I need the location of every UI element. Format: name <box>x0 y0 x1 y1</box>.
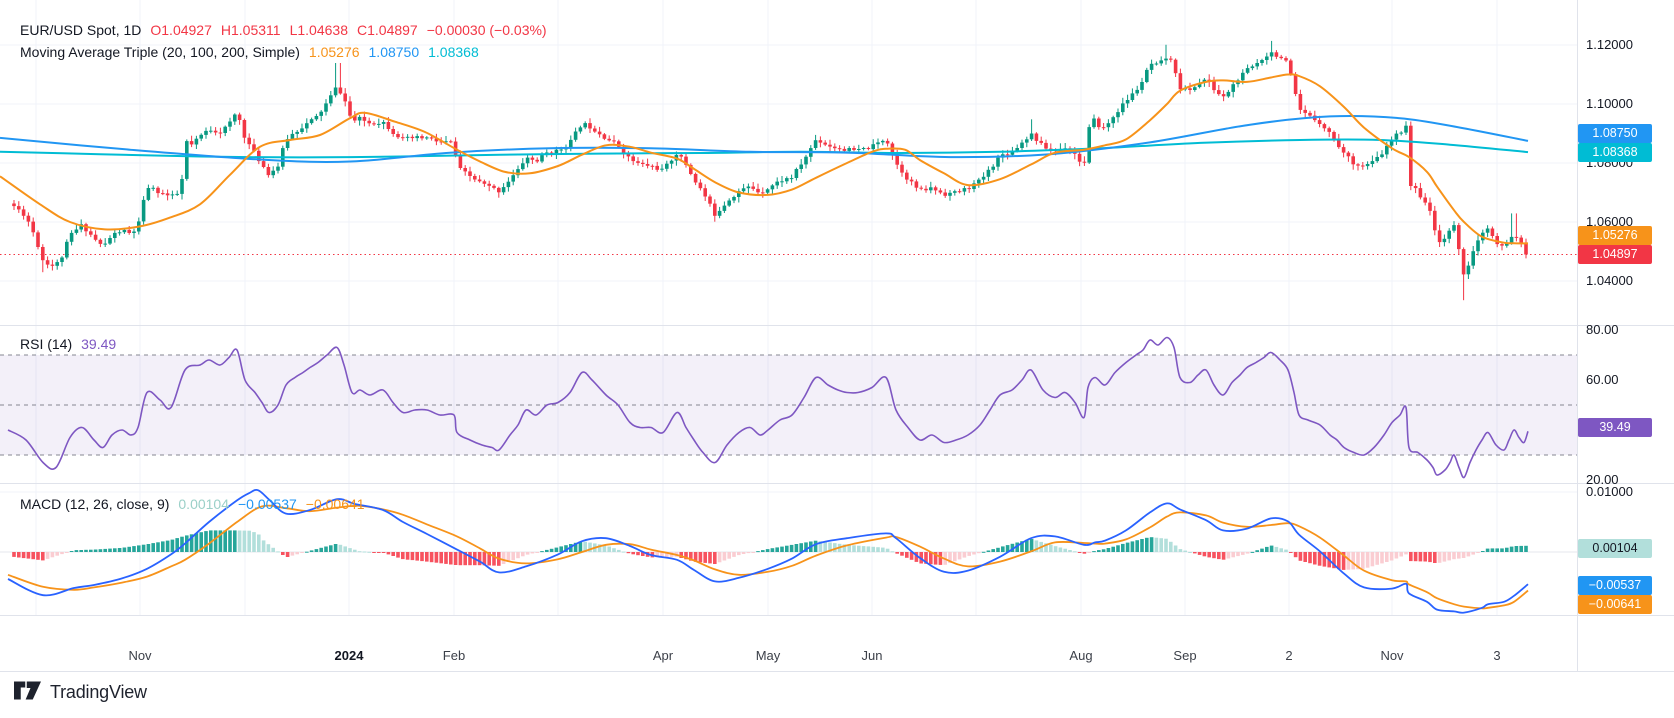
ma20-value: 1.05276 <box>308 44 360 60</box>
macd-line-value: −0.00537 <box>238 496 297 512</box>
price-tick-label: 1.06000 <box>1586 214 1633 229</box>
ohlc-close-value: 1.04897 <box>367 22 418 38</box>
macd-signal-value: −0.00641 <box>305 496 365 512</box>
ohlc-high-label: H <box>220 22 231 38</box>
ma-legend[interactable]: Moving Average Triple (20, 100, 200, Sim… <box>20 44 479 60</box>
time-axis-label: Nov <box>128 648 152 663</box>
ohlc-close-label: C <box>356 22 368 38</box>
macd-hist-value: 0.00104 <box>178 496 229 512</box>
time-axis-label: Aug <box>1069 648 1093 663</box>
change-value: −0.00030 (−0.03%) <box>426 22 547 38</box>
ohlc-open-value: 1.04927 <box>161 22 212 38</box>
macd-hist-badge: 0.00104 <box>1578 538 1652 558</box>
tradingview-logo-icon <box>14 681 41 700</box>
ma200-price-badge: 1.08368 <box>1578 142 1652 162</box>
tradingview-branding[interactable]: TradingView <box>14 681 147 703</box>
tradingview-logo-text: TradingView <box>50 681 147 702</box>
ohlc-low-value: 1.04638 <box>297 22 348 38</box>
ma-legend-title[interactable]: Moving Average Triple (20, 100, 200, Sim… <box>20 44 300 60</box>
ma20-price-badge: 1.05276 <box>1578 225 1652 245</box>
macd-tick-label: 0.01000 <box>1586 484 1633 499</box>
ohlc-high-value: 1.05311 <box>231 22 281 38</box>
rsi-tick-label: 20.00 <box>1586 472 1619 487</box>
rsi-tick-label: 80.00 <box>1586 322 1619 337</box>
macd-signal-badge: −0.00641 <box>1578 594 1652 614</box>
time-axis-label: Nov <box>1380 648 1404 663</box>
time-axis-label: May <box>755 648 781 663</box>
time-axis-label: Jun <box>861 648 883 663</box>
rsi-tick-label: 60.00 <box>1586 372 1619 387</box>
ma100-price-badge: 1.08750 <box>1578 123 1652 143</box>
last-price-badge: 1.04897 <box>1578 244 1652 264</box>
ohlc-low-label: L <box>289 22 298 38</box>
time-axis-label: Sep <box>1173 648 1197 663</box>
price-tick-label: 1.04000 <box>1586 273 1633 288</box>
time-axis-label: 2 <box>1285 648 1293 663</box>
price-tick-label: 1.12000 <box>1586 37 1633 52</box>
time-axis-label: Feb <box>442 648 466 663</box>
time-axis-label: Apr <box>652 648 674 663</box>
macd-legend-title[interactable]: MACD (12, 26, close, 9) <box>20 496 170 512</box>
time-axis-label: 3 <box>1493 648 1501 663</box>
rsi-legend-title[interactable]: RSI (14) <box>20 336 73 352</box>
ma100-value: 1.08750 <box>368 44 420 60</box>
ohlc-open-label: O <box>150 22 162 38</box>
rsi-legend-value: 39.49 <box>81 336 117 352</box>
macd-legend[interactable]: MACD (12, 26, close, 9) 0.00104 −0.00537… <box>20 496 365 512</box>
price-scale[interactable]: 1.12000 1.10000 1.08000 1.06000 1.04000 80.00… <box>1578 0 1674 672</box>
ma200-value: 1.08368 <box>428 44 479 60</box>
time-scale[interactable]: Nov 2024 Feb Apr May Jun Aug Sep 2 Nov 3 <box>0 615 1577 672</box>
rsi-value-badge: 39.49 <box>1578 417 1652 437</box>
symbol-title[interactable]: EUR/USD Spot, 1D <box>20 22 142 38</box>
macd-line-badge: −0.00537 <box>1578 575 1652 595</box>
price-tick-label: 1.10000 <box>1586 96 1633 111</box>
time-axis-label: 2024 <box>334 648 364 663</box>
chart-canvas[interactable] <box>0 0 1674 672</box>
rsi-legend[interactable]: RSI (14) 39.49 <box>20 336 116 352</box>
symbol-legend[interactable]: EUR/USD Spot, 1D O 1.04927 H 1.05311 L 1.04… <box>20 22 547 38</box>
